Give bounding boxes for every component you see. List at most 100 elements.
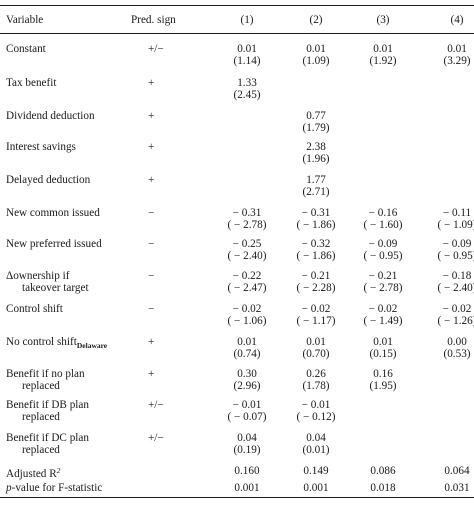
- cell-coef: 0.01: [373, 43, 393, 55]
- footer-value: 0.160: [234, 465, 260, 477]
- cell-tstat: ( − 1.26): [437, 315, 474, 327]
- row-label: Δownership if: [6, 270, 69, 282]
- footer-value: 0.086: [370, 465, 396, 477]
- row-label: Benefit if no plan: [6, 368, 85, 380]
- cell-tstat: ( − 2.40): [437, 282, 474, 294]
- cell-coef: − 0.11: [442, 207, 472, 219]
- cell-coef: 0.00: [447, 336, 467, 348]
- row-pred-sign: +/−: [148, 432, 164, 444]
- cell-coef: − 0.02: [368, 303, 398, 315]
- footer-label-italic: p: [6, 482, 12, 494]
- row-pred-sign: +: [148, 368, 155, 380]
- row-label: Constant: [6, 43, 46, 55]
- row-label-text: Benefit if DC plan: [6, 432, 89, 444]
- row-label-text: Control shift: [6, 303, 63, 315]
- cell-tstat: ( − 2.47): [227, 282, 267, 294]
- row-label-text: Constant: [6, 43, 46, 55]
- row-label-text: Benefit if no plan: [6, 368, 85, 380]
- cell-coef: 0.01: [237, 43, 257, 55]
- footer-label-superscript: 2: [56, 466, 61, 475]
- footer-label: Adjusted R2: [6, 465, 60, 480]
- row-label-text: New common issued: [6, 207, 100, 219]
- row-pred-sign: +: [148, 174, 155, 186]
- cell-tstat: (2.45): [233, 89, 261, 101]
- cell-tstat: ( − 0.95): [363, 250, 403, 262]
- cell-tstat: (0.74): [233, 348, 261, 360]
- row-label-subscript: Delaware: [76, 341, 108, 350]
- row-label-text: Benefit if DB plan: [6, 399, 89, 411]
- row-label-text: Dividend deduction: [6, 110, 95, 122]
- row-label: Benefit if DC plan: [6, 432, 89, 444]
- cell-coef: 0.04: [306, 432, 326, 444]
- cell-coef: 0.77: [306, 110, 326, 122]
- cell-tstat: (1.09): [302, 55, 330, 67]
- cell-tstat: ( − 2.40): [227, 250, 267, 262]
- header-col-2: (2): [309, 14, 323, 26]
- cell-coef: 0.30: [237, 368, 257, 380]
- cell-tstat: ( − 1.06): [227, 315, 267, 327]
- cell-coef: − 0.02: [301, 303, 331, 315]
- cell-coef: − 0.21: [368, 270, 398, 282]
- row-pred-sign: +: [148, 336, 155, 348]
- row-label-text: Interest savings: [6, 141, 76, 153]
- cell-coef: − 0.02: [232, 303, 262, 315]
- cell-tstat: ( − 2.78): [363, 282, 403, 294]
- row-label: New preferred issued: [6, 238, 102, 250]
- footer-value: 0.018: [370, 482, 396, 494]
- row-pred-sign: −: [148, 303, 155, 315]
- cell-tstat: (0.15): [369, 348, 397, 360]
- cell-coef: − 0.09: [442, 238, 472, 250]
- cell-coef: 1.77: [306, 174, 326, 186]
- row-pred-sign: −: [148, 207, 155, 219]
- cell-coef: 2.38: [306, 141, 326, 153]
- row-label: Interest savings: [6, 141, 76, 153]
- cell-coef: − 0.02: [442, 303, 472, 315]
- cell-tstat: ( − 0.12): [296, 411, 336, 423]
- cell-coef: − 0.31: [232, 207, 262, 219]
- cell-coef: − 0.01: [232, 399, 262, 411]
- row-label: New common issued: [6, 207, 100, 219]
- cell-tstat: (1.95): [369, 380, 397, 392]
- cell-coef: − 0.01: [301, 399, 331, 411]
- cell-tstat: (2.71): [302, 186, 330, 198]
- cell-tstat: ( − 1.17): [296, 315, 336, 327]
- header-col-1: (1): [240, 14, 254, 26]
- cell-tstat: (1.79): [302, 122, 330, 134]
- cell-coef: − 0.18: [442, 270, 472, 282]
- row-label-line2: replaced: [22, 411, 60, 423]
- cell-tstat: ( − 2.78): [227, 219, 267, 231]
- row-label-text: Delayed deduction: [6, 174, 91, 186]
- row-label-text: New preferred issued: [6, 238, 102, 250]
- cell-tstat: ( − 2.28): [296, 282, 336, 294]
- top-rule: [0, 5, 474, 6]
- row-label: Tax benefit: [6, 77, 56, 89]
- footer-value: 0.001: [303, 482, 329, 494]
- row-label-text: No control shift: [6, 336, 77, 348]
- cell-tstat: ( − 1.60): [363, 219, 403, 231]
- cell-coef: − 0.25: [232, 238, 262, 250]
- footer-label-text: -value for F-statistic: [11, 482, 103, 494]
- cell-coef: 0.01: [306, 43, 326, 55]
- row-pred-sign: +: [148, 77, 155, 89]
- row-label-text: Tax benefit: [6, 77, 57, 89]
- row-label-line2: replaced: [22, 444, 60, 456]
- cell-tstat: ( − 1.86): [296, 250, 336, 262]
- row-pred-sign: −: [148, 270, 155, 282]
- footer-value: 0.031: [444, 482, 470, 494]
- cell-coef: 0.01: [447, 43, 467, 55]
- cell-tstat: (3.29): [443, 55, 471, 67]
- cell-tstat: (1.92): [369, 55, 397, 67]
- row-label: Dividend deduction: [6, 110, 95, 122]
- row-label: Delayed deduction: [6, 174, 90, 186]
- cell-coef: 1.33: [237, 77, 257, 89]
- header-rule: [0, 33, 474, 34]
- cell-coef: 0.01: [373, 336, 393, 348]
- cell-tstat: (0.53): [443, 348, 471, 360]
- cell-tstat: (1.96): [302, 153, 330, 165]
- cell-coef: 0.26: [306, 368, 326, 380]
- row-label: No control shiftDelaware: [6, 336, 107, 352]
- cell-tstat: (0.19): [233, 444, 261, 456]
- cell-coef: − 0.21: [301, 270, 331, 282]
- footer-label-text: Adjusted R: [6, 468, 57, 480]
